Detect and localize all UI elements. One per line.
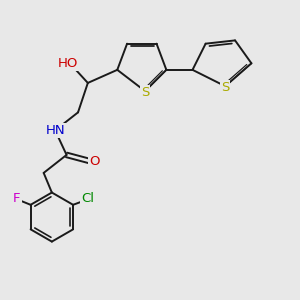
Text: HN: HN <box>45 124 65 137</box>
Text: Cl: Cl <box>81 192 94 206</box>
Text: O: O <box>89 155 100 168</box>
Text: HO: HO <box>58 57 78 70</box>
Text: F: F <box>13 192 21 206</box>
Text: S: S <box>221 81 230 94</box>
Text: S: S <box>141 86 149 99</box>
